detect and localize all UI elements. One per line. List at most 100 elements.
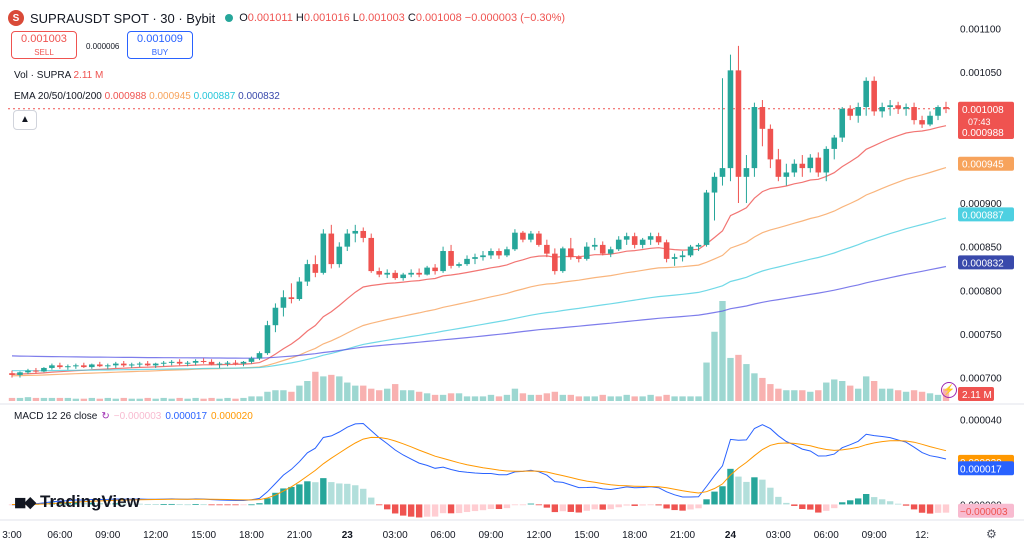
volume-bar [503,394,511,401]
price-tick-label: 0.000750 [960,330,1002,341]
volume-bar [759,377,766,401]
macd-histogram-bar [495,504,503,510]
macd-histogram-bar [288,486,295,505]
price-label-text: 0.000988 [962,128,1004,139]
macd-histogram-bar [296,484,303,505]
macd-histogram-bar [232,504,239,506]
refresh-icon[interactable]: ↻ [101,411,110,422]
candle-body [392,272,398,279]
volume-bar [671,396,678,401]
time-tick-label: 09:00 [478,530,503,541]
candle-body [240,361,247,364]
volume-legend[interactable]: Vol · SUPRA 2.11 M [14,70,103,81]
price-label-box [958,156,1014,171]
volume-bar [567,394,574,401]
candle-body [943,107,949,109]
volume-bar [176,397,183,401]
volume-bar [886,388,894,401]
collapse-legend-button[interactable]: ▲ [13,110,37,130]
volume-bar [894,390,902,401]
candle-body [120,363,127,366]
candle-body [560,248,566,272]
time-tick-label: 12:00 [526,530,551,541]
macd-legend[interactable]: MACD 12 26 close ↻ −0.000003 0.000017 0.… [14,411,253,422]
volume-bar [96,398,103,401]
macd-histogram-bar [679,504,686,511]
volume-bar [184,398,191,401]
candle-body [376,271,383,275]
macd-histogram-bar [527,503,535,505]
macd-histogram-bar [415,504,423,518]
candle-body [152,363,159,366]
volume-bar [902,391,910,401]
candle-body [839,108,846,138]
macd-histogram-bar [120,503,127,505]
volume-bar [447,393,455,401]
macd-label-text: −0.000003 [960,507,1008,518]
volume-bar [280,390,287,401]
volume-bar [663,394,670,401]
candle-body [200,360,207,362]
candle-body [639,239,646,245]
volume-bar [224,397,231,401]
macd-histogram-bar [360,488,367,505]
macd-histogram-bar [423,504,431,517]
candle-body [128,364,135,366]
volume-bar [807,391,814,401]
volume-bar [56,397,64,401]
candle-body [871,80,877,112]
symbol-title[interactable]: SUPRAUSDT SPOT · 30 · Bybit [30,10,216,26]
volume-bar [519,393,527,401]
candle-body [687,246,694,256]
macd-histogram-bar [815,504,822,513]
sell-price: 0.001003 [21,33,67,45]
ema-legend[interactable]: EMA 20/50/100/200 0.000988 0.000945 0.00… [14,91,280,102]
candle-body [591,244,598,247]
macd-histogram-bar [647,504,654,506]
volume-bar [551,391,559,401]
volume-bar [455,393,463,401]
volume-bar [128,398,135,401]
volume-bar [727,357,734,401]
volume-bar [240,397,247,401]
candle-body [456,264,462,266]
volume-bar [543,393,551,401]
macd-histogram-bar [663,504,670,509]
price-tick-label: 0.000900 [960,199,1002,210]
macd-histogram-bar [759,479,766,505]
macd-histogram-bar [687,504,694,510]
settings-icon[interactable]: ⚙ [986,527,997,541]
candle-body [607,249,614,254]
candle-body [424,267,430,275]
sell-button[interactable]: 0.001003 SELL [11,31,77,59]
volume-legend-name: Vol · SUPRA [14,70,71,81]
macd-histogram-bar [88,502,96,505]
macd-histogram-bar [216,504,223,506]
candle-body [711,176,718,193]
volume-label-box [958,387,994,401]
buy-button[interactable]: 0.001009 BUY [127,31,193,59]
macd-histogram-bar [847,500,854,505]
spread-value: 0.000006 [86,42,120,51]
candle-body [751,107,758,169]
bolt-icon[interactable]: ⚡ [941,382,957,398]
candle-body [288,297,295,300]
volume-bar [559,394,567,401]
volume-bar [336,376,343,401]
time-tick-label: 06:00 [47,530,72,541]
volume-bar [495,396,503,401]
volume-bar [934,394,942,401]
ema50-value: 0.000945 [149,91,191,102]
candle-body [328,233,335,265]
volume-bar [296,385,303,401]
sell-label: SELL [34,48,54,57]
candle-body [112,363,119,366]
macd-histogram-bar [384,504,391,510]
price-tick-label: 0.001100 [960,24,1001,35]
volume-bar [878,388,886,401]
volume-bar [735,354,742,401]
volume-bar [639,396,646,401]
candle-body [432,267,438,272]
candle-body [496,251,502,256]
